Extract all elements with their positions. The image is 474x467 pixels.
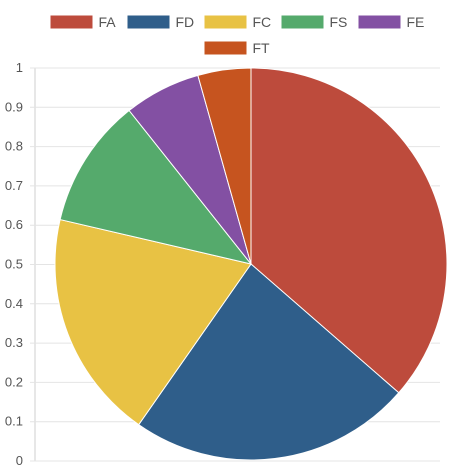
pie-slice-fc[interactable] [54, 218, 252, 426]
legend-label-fs[interactable]: FS [330, 14, 348, 30]
y-tick-label: 0.8 [5, 139, 23, 154]
legend-swatch-fe [358, 15, 401, 29]
pie-slice-fd[interactable] [138, 263, 400, 461]
y-tick-label: 0 [16, 453, 23, 467]
legend-label-ft[interactable]: FT [253, 40, 271, 56]
legend-label-fa[interactable]: FA [99, 14, 117, 30]
y-tick-label: 0.7 [5, 178, 23, 193]
legend: FA FD FC FS FE FT [50, 14, 425, 56]
pie-slice-fa[interactable] [250, 67, 448, 394]
y-tick-label: 0.4 [5, 296, 23, 311]
pie-slice-fs[interactable] [59, 109, 253, 265]
y-tick-label: 0.9 [5, 99, 23, 114]
pie-slices [54, 67, 448, 461]
legend-swatch-ft [204, 41, 247, 55]
y-tick-label: 1 [16, 60, 23, 75]
legend-swatch-fd [127, 15, 170, 29]
y-tick-label: 0.6 [5, 217, 23, 232]
legend-label-fe[interactable]: FE [407, 14, 425, 30]
y-tick-label: 0.3 [5, 335, 23, 350]
y-tick-label: 0.1 [5, 414, 23, 429]
legend-label-fc[interactable]: FC [253, 14, 272, 30]
y-axis-ticks: 0 0.1 0.2 0.3 0.4 0.5 0.6 0.7 0.8 0.9 1 [5, 60, 23, 467]
y-tick-label: 0.2 [5, 374, 23, 389]
legend-swatch-fc [204, 15, 247, 29]
legend-label-fd[interactable]: FD [176, 14, 195, 30]
legend-swatch-fs [281, 15, 324, 29]
legend-swatch-fa [50, 15, 93, 29]
y-tick-label: 0.5 [5, 257, 23, 272]
pie-slice-ft[interactable] [197, 67, 252, 265]
